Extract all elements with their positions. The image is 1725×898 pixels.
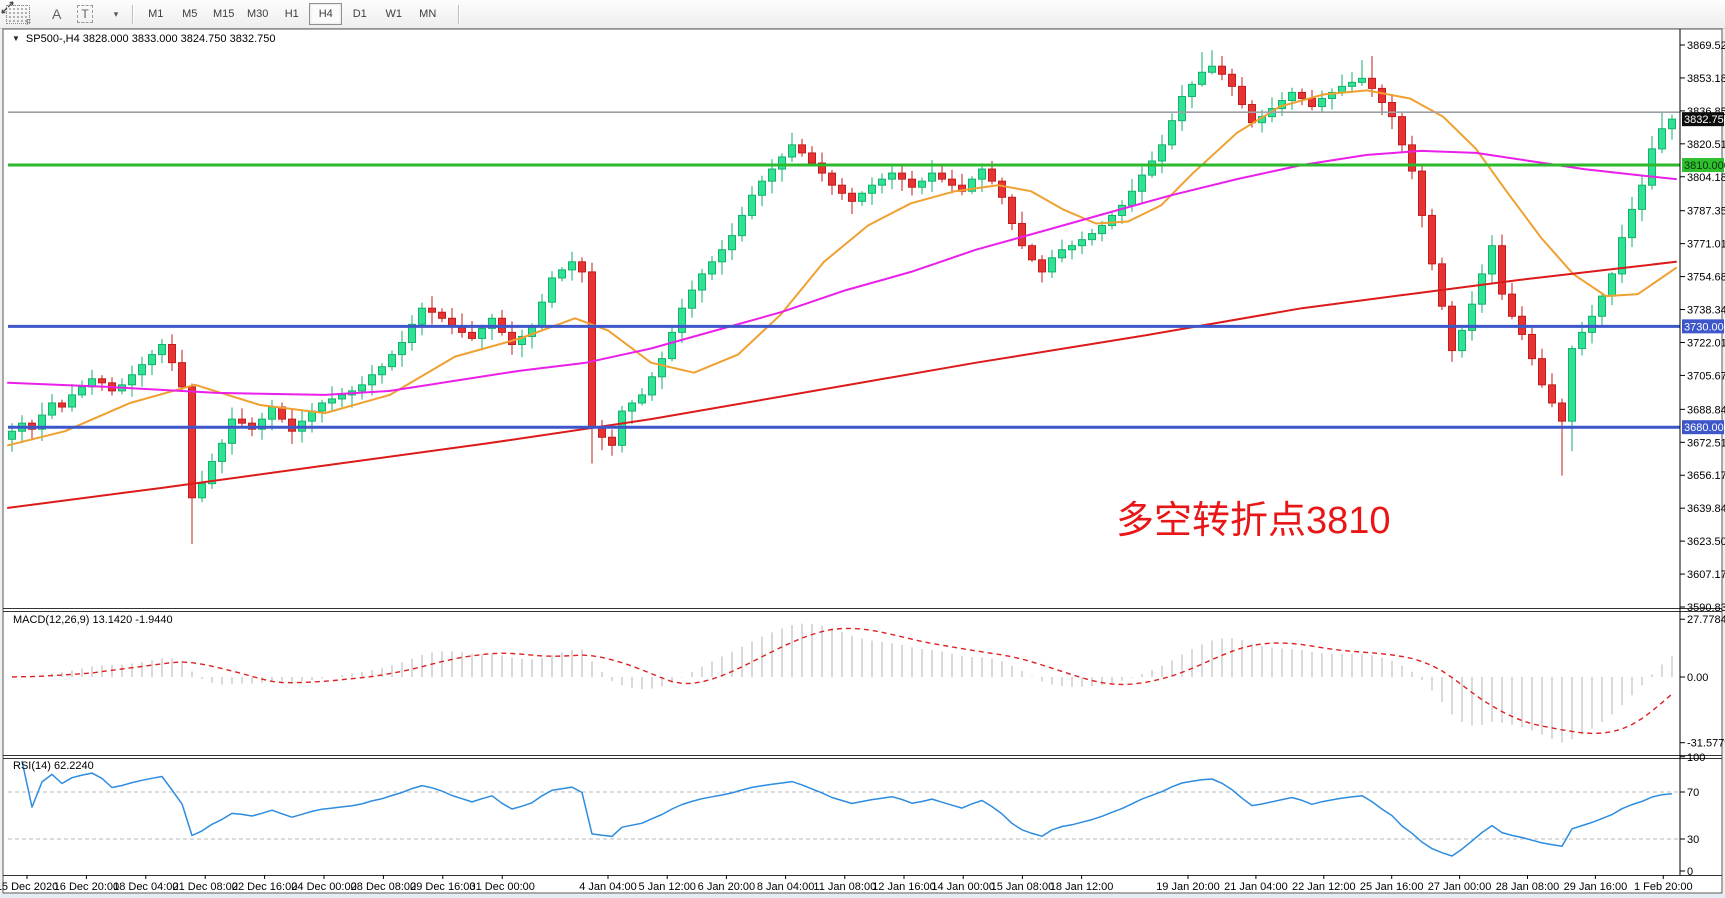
expert-grid-icon[interactable]: F bbox=[6, 4, 31, 27]
price-axis-label: 3656.175 bbox=[1687, 470, 1725, 482]
time-axis-label: 29 Dec 16:00 bbox=[410, 881, 475, 893]
time-axis-label: 4 Jan 04:00 bbox=[579, 881, 637, 893]
macd-axis-label: 27.7784 bbox=[1687, 614, 1725, 626]
time-axis-label: 22 Jan 12:00 bbox=[1292, 881, 1356, 893]
price-axis-label: 3771.015 bbox=[1687, 239, 1725, 251]
time-axis-label: 31 Dec 00:00 bbox=[469, 881, 534, 893]
timeframe-button-H4[interactable]: H4 bbox=[309, 3, 343, 25]
time-axis-label: 16 Dec 20:00 bbox=[54, 881, 119, 893]
time-axis-label: 12 Jan 16:00 bbox=[872, 881, 936, 893]
timeframe-button-M30[interactable]: M30 bbox=[247, 8, 269, 20]
time-axis-label: 21 Jan 04:00 bbox=[1224, 881, 1288, 893]
time-axis-label: 25 Jan 16:00 bbox=[1360, 881, 1424, 893]
macd-axis-label: 0.00 bbox=[1687, 672, 1708, 684]
price-axis-label: 3623.505 bbox=[1687, 536, 1725, 548]
time-axis-label: 8 Jan 04:00 bbox=[757, 881, 815, 893]
time-axis-label: 11 Jan 08:00 bbox=[813, 881, 876, 893]
time-axis-label: 24 Dec 00:00 bbox=[291, 881, 356, 893]
toolbar-separator bbox=[132, 4, 135, 24]
macd-signal-line bbox=[11, 627, 1673, 735]
macd-axis-label: -31.5779 bbox=[1687, 738, 1725, 750]
price-axis-label: 3607.170 bbox=[1687, 569, 1725, 581]
timeframe-button-M5[interactable]: M5 bbox=[182, 8, 198, 20]
time-axis-label: 6 Jan 20:00 bbox=[698, 881, 756, 893]
time-axis-label: 5 Jan 12:00 bbox=[638, 881, 696, 893]
price-line-label: 3730.000 bbox=[1684, 321, 1725, 333]
price-axis-label: 3787.350 bbox=[1687, 206, 1725, 218]
timeframe-buttons: M1 M5 M15 M30 H1 H4 D1 W1 MN bbox=[138, 3, 444, 25]
annotation-text: 多空转折点3810 bbox=[1116, 500, 1391, 542]
price-axis-label: 3722.010 bbox=[1687, 337, 1725, 349]
rsi-line bbox=[21, 760, 1673, 857]
price-axis-label: 3754.680 bbox=[1687, 272, 1725, 284]
price-axis-label: 3869.520 bbox=[1687, 40, 1725, 52]
time-axis-label: 18 Jan 12:00 bbox=[1050, 881, 1114, 893]
rsi-axis-label: 30 bbox=[1687, 834, 1699, 846]
time-axis-label: 15 Dec 2020 bbox=[0, 881, 58, 893]
rsi-axis-label: 100 bbox=[1687, 752, 1705, 764]
timeframe-button-D1[interactable]: D1 bbox=[352, 8, 367, 20]
time-axis-label: 29 Jan 16:00 bbox=[1564, 881, 1628, 893]
price-axis-label: 3820.515 bbox=[1687, 139, 1725, 151]
window-bottom-edge bbox=[0, 894, 1725, 898]
timeframe-button-W1[interactable]: W1 bbox=[385, 8, 402, 20]
dropdown-caret-icon[interactable]: ▾ bbox=[113, 8, 119, 19]
price-line-label: 3680.000 bbox=[1684, 422, 1725, 434]
time-axis-label: 18 Dec 04:00 bbox=[113, 881, 178, 893]
price-axis-label: 3853.185 bbox=[1687, 73, 1725, 85]
rsi-axis-label: 0 bbox=[1687, 866, 1693, 878]
toolbar-separator bbox=[458, 4, 461, 24]
time-axis-label: 28 Dec 08:00 bbox=[351, 881, 416, 893]
timeframe-button-M15[interactable]: M15 bbox=[213, 8, 235, 20]
timeframe-button-M1[interactable]: M1 bbox=[148, 8, 164, 20]
macd-indicator-label: MACD(12,26,9) 13.1420 -1.9440 bbox=[13, 614, 173, 626]
chart-title-text: SP500-,H4 3828.000 3833.000 3824.750 383… bbox=[25, 33, 276, 45]
time-axis-label: 1 Feb 20:00 bbox=[1634, 881, 1693, 893]
medium-ma bbox=[7, 149, 1677, 396]
fast-ma bbox=[7, 89, 1677, 447]
rsi-axis-label: 70 bbox=[1687, 787, 1699, 799]
price-axis-label: 3590.835 bbox=[1687, 602, 1725, 614]
price-axis-label: 3738.345 bbox=[1687, 305, 1725, 317]
rsi-indicator-label: RSI(14) 62.2240 bbox=[13, 760, 94, 772]
time-axis-label: 28 Jan 08:00 bbox=[1496, 881, 1560, 893]
price-axis-label: 3804.180 bbox=[1687, 172, 1725, 184]
price-axis-label: 3688.845 bbox=[1687, 404, 1725, 416]
timeframe-button-MN[interactable]: MN bbox=[419, 8, 437, 20]
grid-f-label: F bbox=[26, 17, 31, 27]
collapse-triangle-icon[interactable]: ▼ bbox=[12, 34, 20, 43]
current-price-label: 3832.750 bbox=[1684, 114, 1725, 126]
time-axis-label: 15 Jan 08:00 bbox=[991, 881, 1055, 893]
timeframe-button-H1[interactable]: H1 bbox=[284, 8, 299, 20]
price-axis-label: 3672.510 bbox=[1687, 437, 1725, 449]
price-axis-label: 3639.840 bbox=[1687, 503, 1725, 515]
price-line-label: 3810.000 bbox=[1684, 160, 1725, 172]
time-axis-label: 19 Jan 20:00 bbox=[1156, 881, 1220, 893]
time-axis-label: 27 Jan 00:00 bbox=[1428, 881, 1492, 893]
text-box-tool-icon[interactable]: T bbox=[77, 5, 93, 23]
time-axis-label: 14 Jan 00:00 bbox=[931, 881, 995, 893]
price-axis-label: 3705.675 bbox=[1687, 370, 1725, 382]
slow-ma bbox=[7, 260, 1677, 509]
chart-window-frame bbox=[2, 28, 1723, 894]
time-axis-label: 21 Dec 08:00 bbox=[172, 881, 237, 893]
text-label-tool-icon[interactable]: A bbox=[52, 6, 62, 22]
chart-title: ▼ SP500-,H4 3828.000 3833.000 3824.750 38… bbox=[12, 33, 275, 45]
diagonal-arrows-icon bbox=[1, 1, 14, 14]
time-axis-label: 22 Dec 16:00 bbox=[232, 881, 297, 893]
